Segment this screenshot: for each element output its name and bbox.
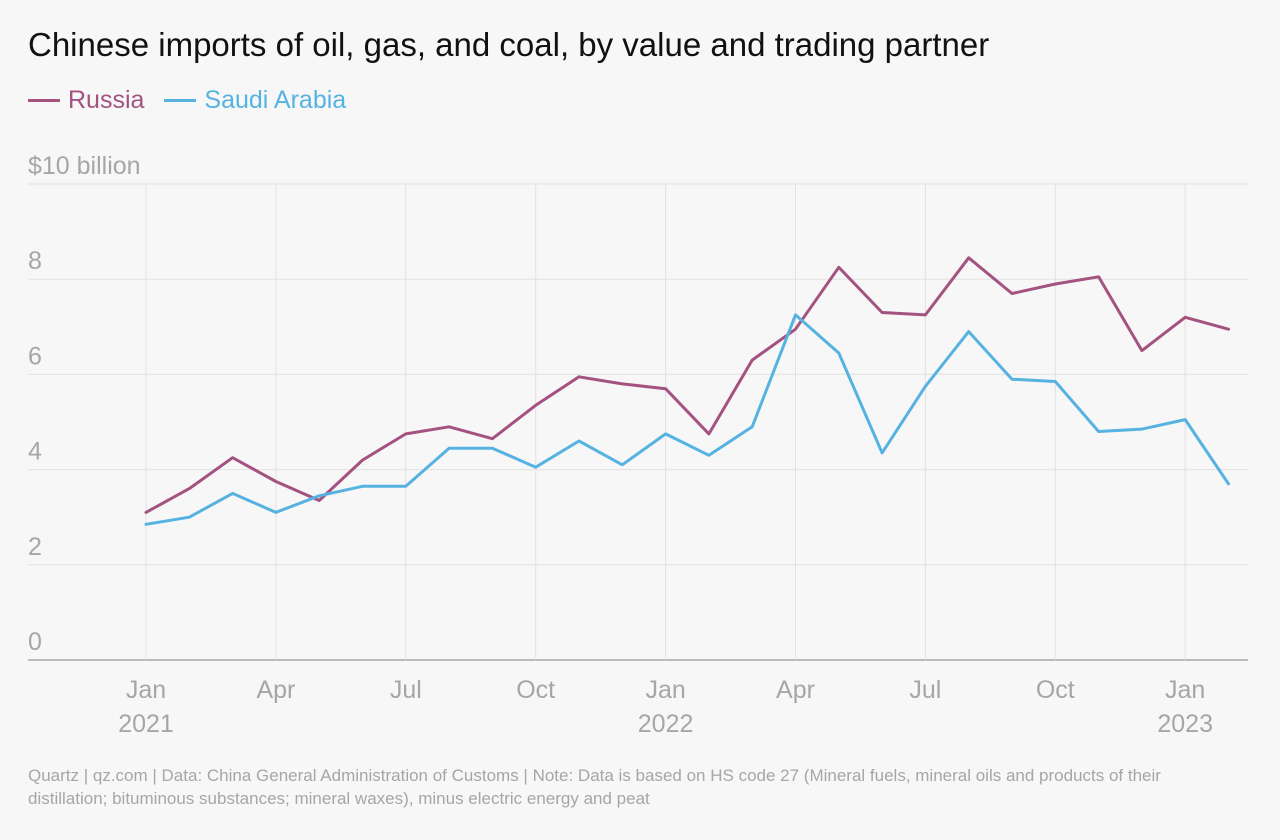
x-tick-label-8: Jan [1165, 676, 1205, 704]
legend-swatch-saudi-arabia [164, 99, 197, 102]
series-line-russia [144, 256, 1230, 514]
x-tick-label-1: Apr [256, 676, 295, 704]
y-tick-label-5: $10 billion [28, 152, 141, 180]
y-tick-label-0: 0 [28, 628, 42, 656]
x-tick-label-4: Jan [645, 676, 685, 704]
x-tick-label-5: Apr [776, 676, 815, 704]
y-tick-label-2: 4 [28, 438, 42, 466]
y-tick-label-3: 6 [28, 342, 42, 370]
line-chart: 0 2 4 6 8 $10 billion Jan 2021 Apr Jul Oct Jan 2022 A… [28, 152, 1248, 738]
legend-item-saudi-arabia: Saudi Arabia [164, 86, 346, 115]
x-tick-label-6: Jul [909, 676, 941, 704]
source-note: Quartz | qz.com | Data: China General Ad… [28, 766, 1161, 808]
x-tick-label-0: Jan [126, 676, 166, 704]
legend-label-russia: Russia [68, 86, 145, 114]
x-tick-year-0: 2021 [118, 710, 174, 738]
x-tick-label-2: Jul [390, 676, 422, 704]
x-tick-label-7: Oct [1036, 676, 1075, 704]
series-line-saudi-arabia [144, 313, 1230, 526]
x-tick-year-4: 2022 [638, 710, 694, 738]
legend-label-saudi-arabia: Saudi Arabia [204, 86, 347, 114]
legend: Russia Saudi Arabia [28, 86, 366, 115]
x-tick-year-8: 2023 [1157, 710, 1213, 738]
legend-swatch-russia [28, 99, 60, 102]
chart-title: Chinese imports of oil, gas, and coal, b… [28, 26, 990, 63]
y-tick-label-1: 2 [28, 533, 42, 561]
y-tick-label-4: 8 [28, 247, 42, 275]
x-tick-label-3: Oct [516, 676, 555, 704]
legend-item-russia: Russia [28, 86, 144, 115]
